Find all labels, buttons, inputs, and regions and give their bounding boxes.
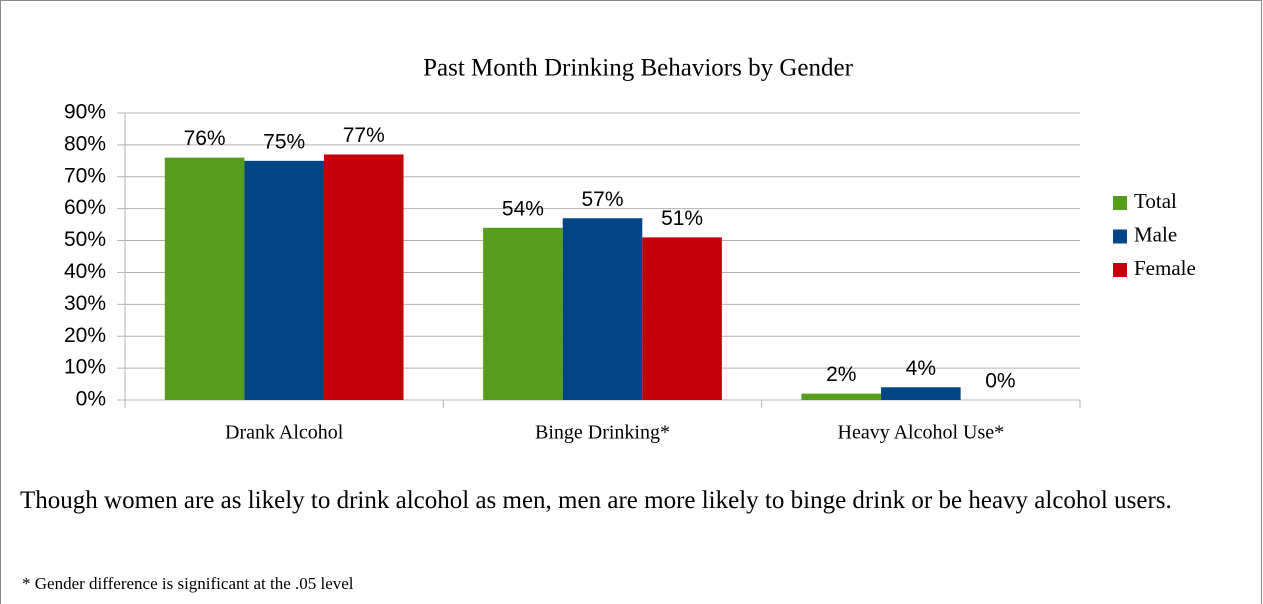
- x-tick-label: Binge Drinking*: [535, 422, 670, 444]
- y-tick-label: 10%: [64, 356, 106, 379]
- value-label: 77%: [343, 124, 385, 147]
- value-label: 51%: [661, 207, 703, 230]
- bar: [323, 154, 404, 400]
- x-tick-label: Drank Alcohol: [225, 422, 344, 444]
- bar: [562, 218, 643, 400]
- y-tick-label: 40%: [64, 260, 106, 283]
- footnote: * Gender difference is significant at th…: [22, 574, 354, 593]
- value-label: 57%: [581, 188, 623, 211]
- bar: [881, 387, 961, 400]
- y-tick-label: 80%: [64, 132, 106, 155]
- value-label: 75%: [263, 130, 305, 153]
- bar: [483, 227, 563, 400]
- y-tick-label: 50%: [64, 228, 106, 251]
- y-tick-label: 60%: [64, 196, 106, 219]
- bar: [164, 157, 245, 400]
- caption: Though women are as likely to drink alco…: [20, 487, 1172, 514]
- x-tick-label: Heavy Alcohol Use*: [838, 422, 1005, 444]
- value-label: 2%: [826, 363, 856, 386]
- chart-title: Past Month Drinking Behaviors by Gender: [423, 55, 853, 82]
- value-label: 76%: [184, 127, 226, 150]
- value-label: 54%: [502, 197, 544, 220]
- legend-swatch: [1113, 196, 1127, 210]
- legend-label: Female: [1134, 256, 1196, 280]
- legend-swatch: [1113, 263, 1127, 277]
- y-tick-label: 20%: [64, 324, 106, 347]
- legend-label: Male: [1134, 222, 1177, 246]
- legend-label: Total: [1134, 189, 1177, 213]
- caption-box: Though women are as likely to drink alco…: [20, 487, 1172, 514]
- bar: [244, 160, 324, 400]
- y-tick-label: 70%: [64, 164, 106, 187]
- bar: [642, 237, 722, 400]
- y-tick-label: 90%: [64, 101, 106, 124]
- value-label: 0%: [985, 370, 1015, 393]
- bar: [801, 393, 882, 400]
- legend-swatch: [1113, 229, 1127, 244]
- y-tick-label: 0%: [76, 388, 106, 411]
- value-label: 4%: [906, 357, 936, 380]
- y-tick-label: 30%: [64, 292, 106, 315]
